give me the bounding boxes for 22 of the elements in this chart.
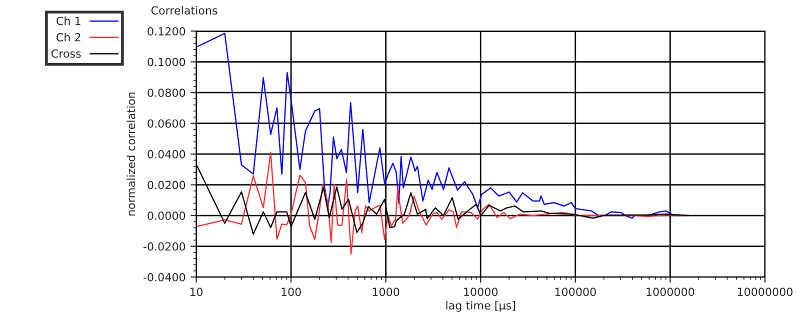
y-tick-label: 0.1200 <box>148 27 186 36</box>
y-tick-label: 0.0400 <box>148 150 186 158</box>
y-tick-label: -0.0400 <box>143 273 186 282</box>
y-tick-label: 0.0600 <box>148 119 186 128</box>
y-tick-label: -0.0200 <box>143 242 186 251</box>
y-axis-title: normalized correlation <box>126 92 136 216</box>
x-tick-label: 10 <box>190 288 203 296</box>
x-tick-label: 1000 <box>372 288 400 296</box>
chart-title: Correlations <box>151 6 218 15</box>
y-tick-label: 0.0800 <box>148 88 186 97</box>
legend-label: Cross <box>52 49 81 58</box>
x-tick-label: 1000000 <box>646 288 694 296</box>
y-tick-label: 0.1000 <box>148 58 186 66</box>
legend-label: Ch 2 <box>56 32 80 42</box>
x-tick-label: 100 <box>282 288 301 296</box>
y-tick-label: 0.0200 <box>148 180 186 190</box>
x-axis-title: lag time [µs] <box>446 300 515 312</box>
x-tick-label: 10000 <box>464 288 498 296</box>
x-tick-label: 100000 <box>555 288 596 296</box>
x-tick-label: 10000000 <box>738 288 792 296</box>
y-tick-label: 0.0000 <box>148 212 186 220</box>
legend-label: Ch 1 <box>56 16 80 26</box>
